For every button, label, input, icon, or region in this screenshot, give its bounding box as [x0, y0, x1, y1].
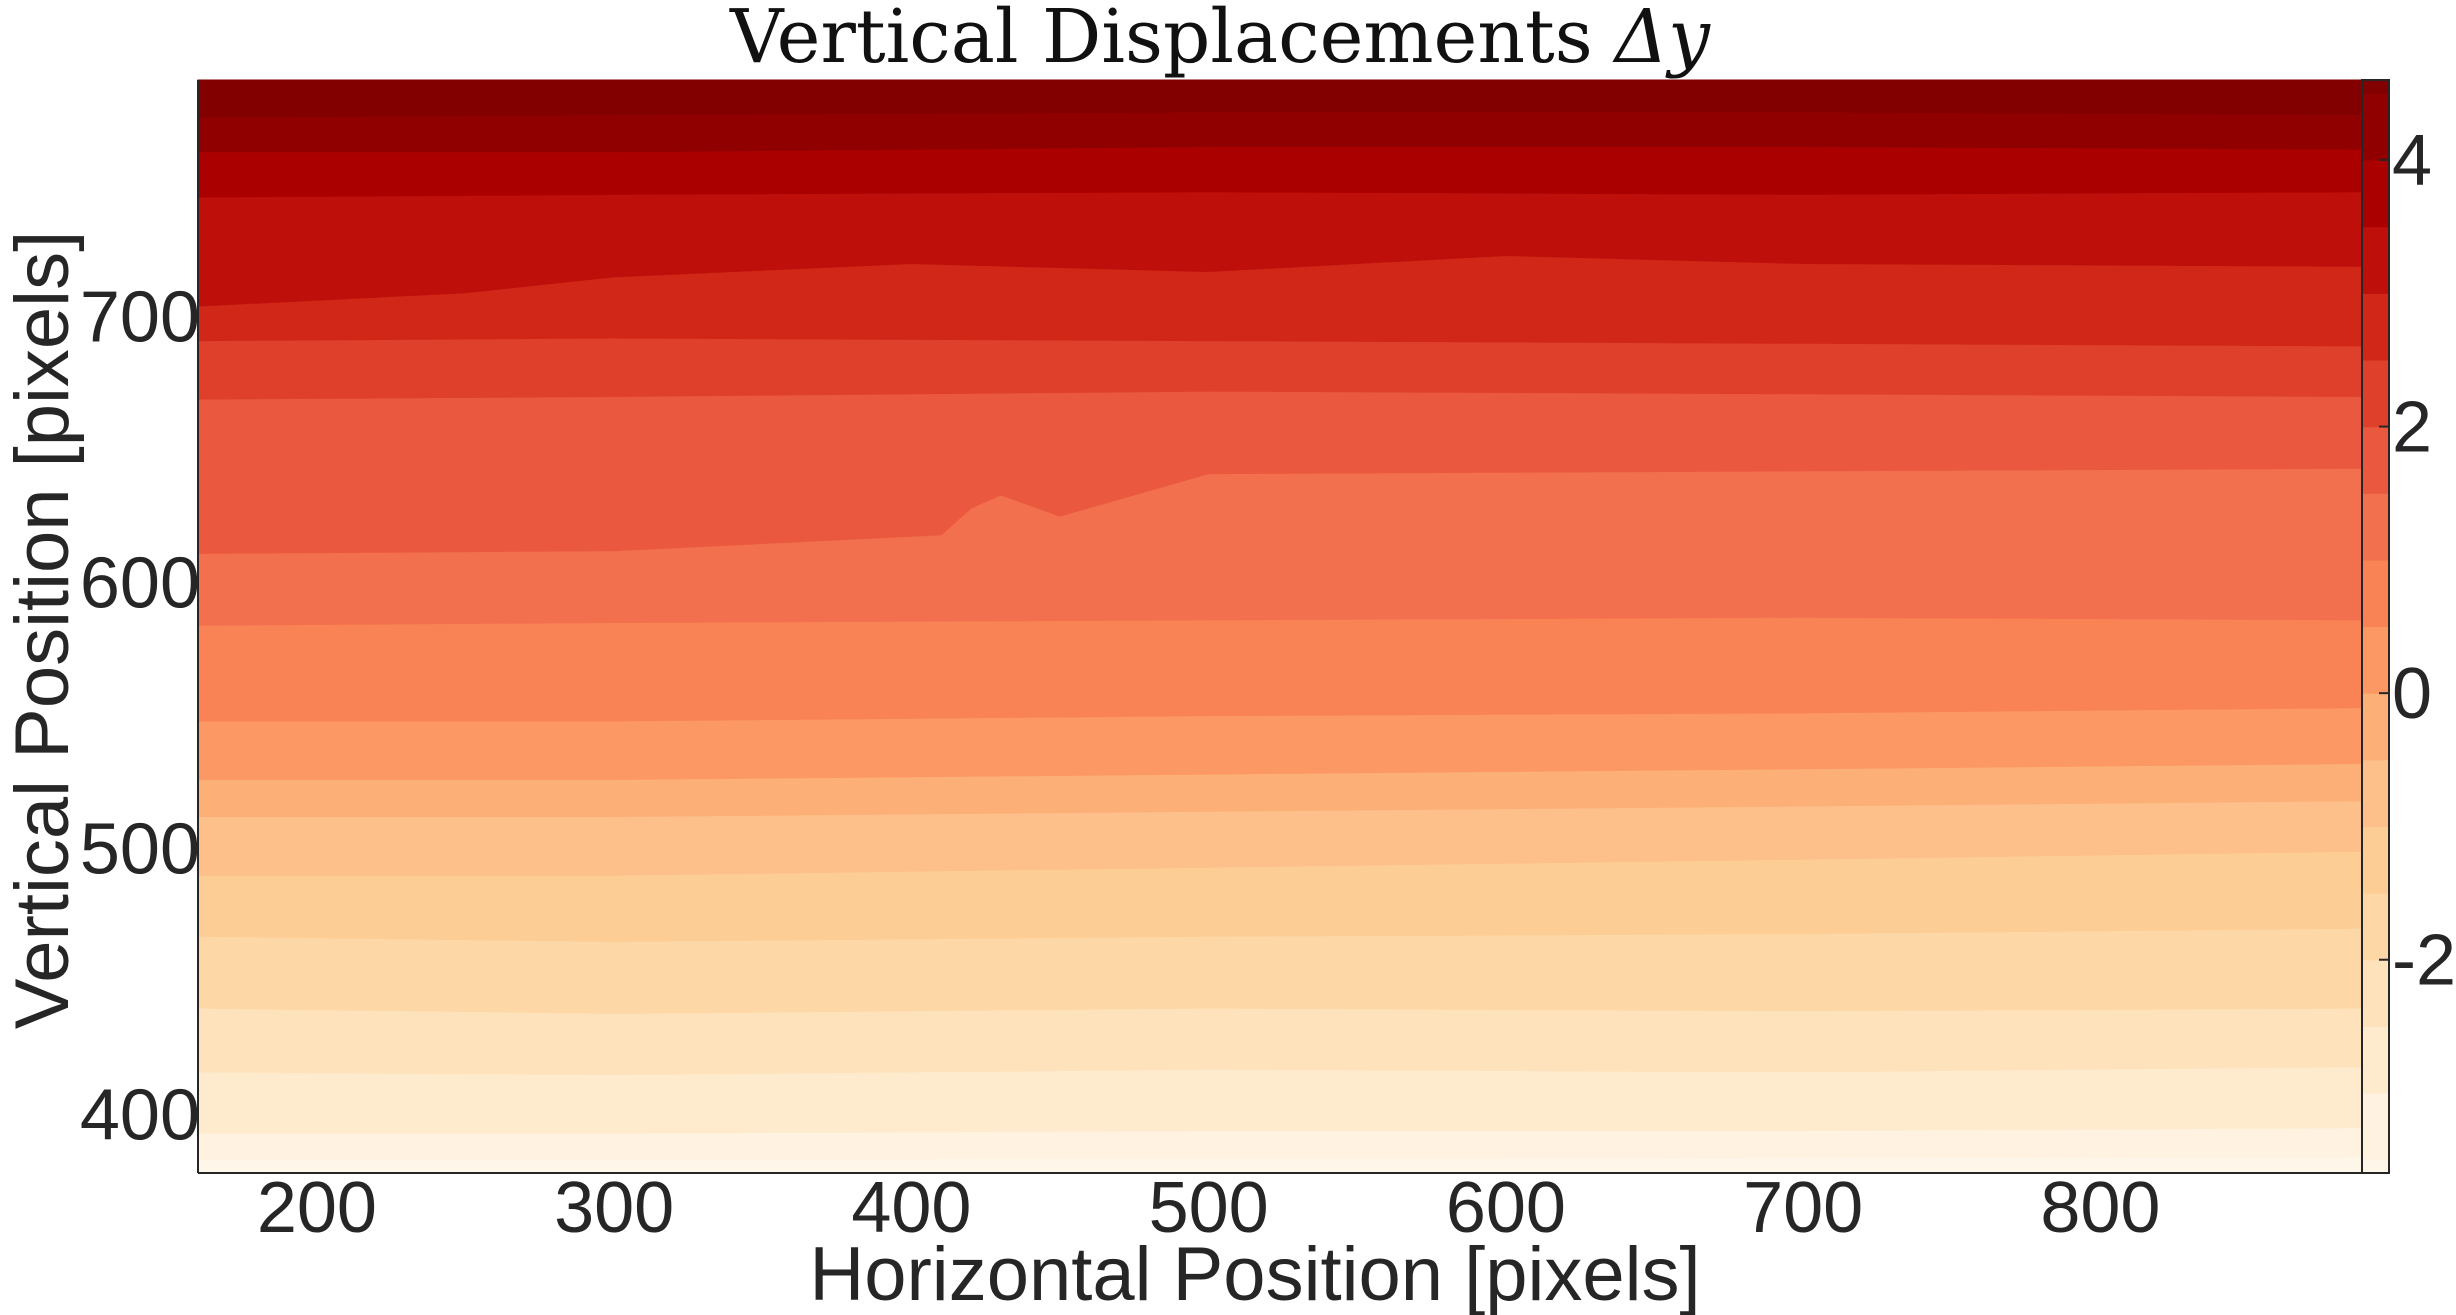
x-tick-label: 700 [1743, 1168, 1863, 1248]
x-tick-label: 400 [851, 1168, 971, 1248]
colorbar-band [2362, 80, 2389, 94]
y-axis-label: Vertical Position [pixels] [0, 231, 85, 1029]
contour-band [197, 1007, 2363, 1076]
contour-band [197, 337, 2363, 400]
contour-band [197, 1066, 2363, 1134]
colorbar-band [2362, 1159, 2389, 1174]
colorbar-band [2362, 493, 2389, 561]
colorbar-band [2362, 1093, 2389, 1161]
colorbar-tick-label: 0 [2392, 654, 2432, 734]
y-tick-label: 500 [80, 810, 200, 890]
colorbar-band [2362, 159, 2389, 228]
colorbar-band [2362, 226, 2389, 294]
colorbar-band [2362, 893, 2389, 961]
x-tick-label: 600 [1446, 1168, 1566, 1248]
colorbar-tick-label: -2 [2392, 921, 2456, 1001]
colorbar-band [2362, 1026, 2389, 1094]
contour-band [197, 146, 2363, 198]
x-axis-label: Horizontal Position [pixels] [809, 1232, 1700, 1315]
colorbar-band [2362, 959, 2389, 1027]
colorbar-frame [2361, 79, 2390, 1174]
colorbar-band [2362, 759, 2389, 828]
colorbar: 4 2 0 -2 [2361, 79, 2456, 1174]
contour-band [197, 616, 2363, 722]
colorbar-band [2362, 293, 2389, 361]
colorbar-band [2362, 93, 2389, 161]
contour-band [197, 111, 2363, 153]
y-tick-label: 400 [80, 1075, 200, 1155]
colorbar-band [2362, 559, 2389, 628]
colorbar-band [2362, 626, 2389, 694]
chart-title-text: Vertical Displacements [729, 0, 1593, 80]
contour-band [197, 79, 2363, 118]
chart-title-math: Δy [1612, 0, 1711, 80]
y-tick-label: 700 [80, 278, 200, 358]
x-tick-label: 200 [257, 1168, 377, 1248]
colorbar-band [2362, 426, 2389, 494]
colorbar-tick-label: 2 [2392, 388, 2432, 468]
colorbar-band [2362, 826, 2389, 894]
x-tick-label: 500 [1149, 1168, 1269, 1248]
x-axis: 200 300 400 500 600 700 800 [257, 1168, 2161, 1248]
colorbar-band [2362, 693, 2389, 761]
colorbar-tick-label: 4 [2392, 121, 2432, 201]
y-tick-label: 600 [80, 544, 200, 624]
x-tick-label: 800 [2040, 1168, 2160, 1248]
colorbar-band [2362, 359, 2389, 428]
plot-area [197, 79, 2363, 1174]
chart-title: Vertical Displacements Δy [729, 0, 1711, 80]
x-tick-label: 300 [554, 1168, 674, 1248]
y-axis: 400 500 600 700 [80, 278, 200, 1156]
contour-band [197, 927, 2363, 1014]
